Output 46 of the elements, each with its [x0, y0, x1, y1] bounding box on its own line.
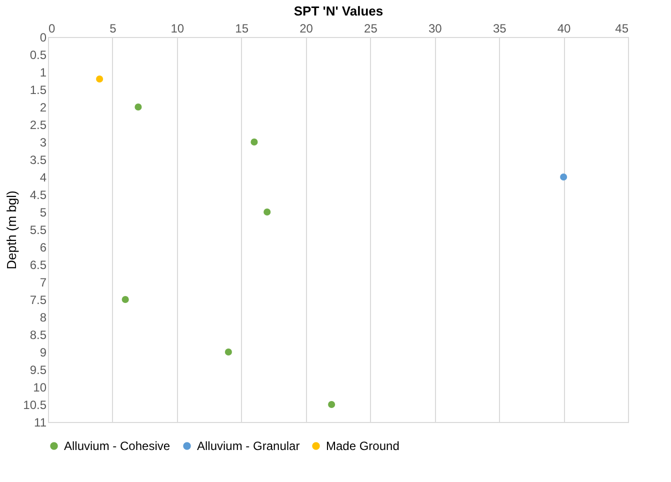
y-tick-label: 6.5	[30, 258, 47, 272]
y-tick-label: 7	[40, 276, 47, 290]
y-tick-label: 3.5	[30, 153, 47, 167]
x-tick-label: 0	[48, 22, 56, 36]
y-tick-label: 4.5	[30, 188, 47, 202]
y-tick-label: 0	[40, 30, 47, 44]
y-tick-label: 3	[40, 136, 47, 150]
y-tick-label: 1.5	[30, 83, 47, 97]
x-tick-label: 35	[492, 22, 507, 36]
point	[264, 208, 271, 216]
y-tick-label: 9	[40, 346, 47, 360]
legend-label: Alluvium - Granular	[197, 439, 300, 453]
y-tick-label: 8	[40, 310, 47, 324]
y-tick-label: 5	[40, 206, 47, 220]
x-tick-label: 20	[300, 22, 314, 36]
x-tick-label: 45	[615, 22, 629, 36]
y-tick-label: 4	[40, 170, 47, 184]
point	[224, 348, 232, 356]
x-tick-label: 15	[235, 22, 249, 36]
legend-label: Made Ground	[326, 439, 400, 453]
x-tick-label: 40	[557, 22, 572, 36]
x-tick-label: 10	[170, 22, 184, 36]
y-tick-label: 0.5	[30, 48, 47, 62]
legend-label: Alluvium - Cohesive	[64, 439, 170, 453]
point	[328, 400, 336, 408]
x-tick-label: 5	[110, 22, 117, 36]
y-tick-label: 10.5	[23, 398, 47, 412]
y-tick-label: 2.5	[30, 118, 47, 132]
x-tick-label: 30	[428, 22, 442, 36]
y-tick-label: 1	[40, 66, 47, 80]
point	[96, 75, 104, 83]
y-tick-label: 9.5	[30, 363, 47, 377]
y-axis-title: Depth (m bgl)	[4, 190, 20, 270]
y-tick-label: 8.5	[30, 328, 47, 342]
y-tick-label: 2	[40, 100, 47, 114]
y-tick-label: 5.5	[30, 223, 47, 237]
y-tick-label: 6	[40, 240, 47, 254]
point	[560, 173, 568, 181]
y-tick-label: 10	[33, 380, 47, 394]
point	[134, 103, 142, 111]
y-tick-label: 11	[34, 416, 47, 430]
x-tick-label: 25	[364, 22, 378, 36]
y-tick-label: 7.5	[30, 293, 47, 307]
x-axis-title: SPT 'N' Values	[294, 4, 384, 18]
point	[250, 138, 258, 146]
point	[122, 296, 129, 304]
